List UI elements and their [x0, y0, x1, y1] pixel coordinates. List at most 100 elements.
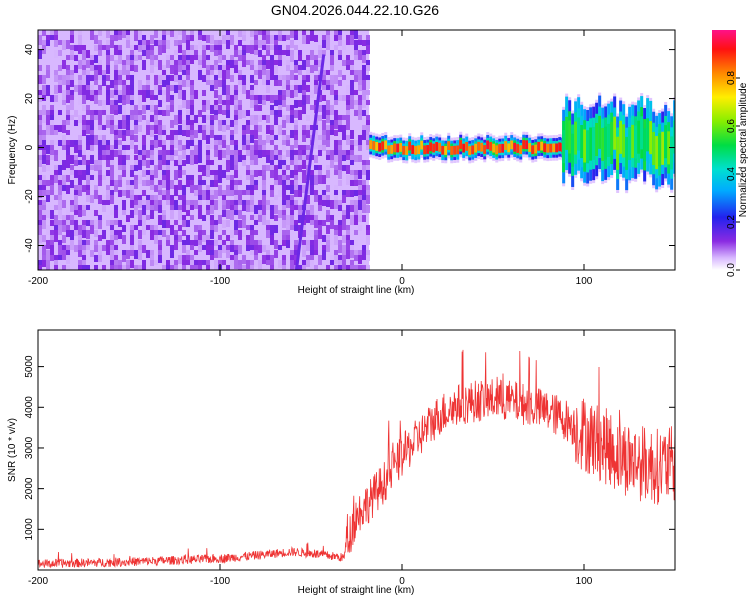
noise-cell	[342, 250, 346, 255]
noise-cell	[50, 140, 54, 149]
noise-cell	[170, 150, 174, 156]
noise-cell	[250, 200, 254, 207]
noise-cell	[190, 55, 194, 64]
noise-cell	[86, 110, 90, 115]
noise-cell	[74, 205, 78, 210]
noise-cell	[198, 175, 202, 181]
noise-cell	[238, 210, 242, 219]
noise-cell	[206, 170, 210, 177]
noise-cell	[46, 40, 50, 46]
noise-cell	[110, 240, 114, 249]
band-cell	[453, 145, 457, 155]
noise-cell	[182, 190, 186, 195]
band-cell	[522, 140, 526, 149]
noise-cell	[82, 205, 86, 210]
noise-cell	[158, 125, 162, 132]
noise-cell	[254, 185, 258, 190]
noise-cell	[266, 125, 270, 134]
noise-cell	[42, 190, 46, 196]
noise-cell	[310, 240, 314, 246]
noise-cell	[362, 50, 366, 58]
noise-cell	[326, 40, 330, 49]
noise-cell	[178, 180, 182, 190]
noise-cell	[270, 150, 274, 160]
noise-cell	[242, 255, 246, 264]
noise-cell	[346, 55, 350, 63]
noise-cell	[166, 160, 170, 168]
noise-cell	[90, 155, 94, 164]
noise-cell	[210, 200, 214, 209]
noise-cell	[170, 265, 174, 270]
noise-cell	[54, 170, 58, 179]
noise-cell	[158, 45, 162, 55]
noise-cell	[222, 35, 226, 44]
noise-cell	[186, 40, 190, 50]
colorbar-ticks: 0.00.20.40.60.8	[726, 71, 740, 277]
noise-cell	[250, 205, 254, 212]
noise-cell	[230, 155, 234, 164]
noise-cell	[78, 190, 82, 196]
noise-cell	[214, 105, 218, 111]
noise-cell	[338, 265, 342, 270]
noise-cell	[306, 240, 310, 246]
noise-cell	[50, 110, 54, 115]
noise-cell	[294, 140, 298, 148]
noise-cell	[142, 225, 146, 235]
noise-cell	[106, 40, 110, 49]
noise-cell	[338, 125, 342, 132]
noise-cell	[334, 190, 338, 199]
noise-cell	[178, 80, 182, 89]
noise-cell	[198, 40, 202, 49]
noise-cell	[242, 60, 246, 67]
noise-cell	[258, 260, 262, 265]
noise-cell	[86, 160, 90, 166]
noise-cell	[238, 190, 242, 195]
noise-cell	[366, 120, 370, 127]
noise-cell	[126, 65, 130, 73]
noise-cell	[246, 135, 250, 140]
noise-cell	[86, 195, 90, 202]
noise-cell	[310, 205, 314, 212]
noise-cell	[102, 75, 106, 84]
band-cell	[405, 146, 409, 156]
noise-cell	[270, 110, 274, 119]
noise-cell	[94, 35, 98, 44]
noise-cell	[294, 100, 298, 108]
noise-cell	[330, 160, 334, 168]
noise-cell	[290, 110, 294, 117]
noise-cell	[42, 210, 46, 219]
noise-cell	[310, 50, 314, 60]
noise-cell	[42, 85, 46, 95]
x-tick-label: 0	[399, 576, 405, 587]
noise-cell	[362, 160, 366, 167]
noise-cell	[270, 160, 274, 168]
noise-cell	[346, 150, 350, 157]
noise-cell	[166, 265, 170, 270]
noise-cell	[118, 50, 122, 57]
noise-cell	[338, 260, 342, 269]
noise-cell	[246, 125, 250, 134]
noise-cell	[214, 80, 218, 89]
noise-cell	[286, 45, 290, 50]
noise-cell	[198, 155, 202, 163]
noise-cell	[98, 235, 102, 241]
noise-cell	[118, 155, 122, 164]
noise-cell	[330, 255, 334, 260]
noise-cell	[290, 150, 294, 160]
noise-cell	[218, 175, 222, 183]
noise-cell	[114, 135, 118, 144]
noise-cell	[262, 180, 266, 189]
noise-cell	[86, 105, 90, 111]
noise-cell	[146, 175, 150, 182]
noise-cell	[218, 80, 222, 87]
noise-cell	[142, 190, 146, 196]
noise-cell	[38, 125, 42, 131]
noise-cell	[50, 40, 54, 45]
noise-cell	[130, 65, 134, 71]
noise-cell	[330, 200, 334, 209]
noise-cell	[166, 195, 170, 204]
noise-cell	[90, 120, 94, 125]
noise-cell	[146, 45, 150, 50]
noise-cell	[126, 70, 130, 77]
noise-cell	[242, 30, 246, 37]
